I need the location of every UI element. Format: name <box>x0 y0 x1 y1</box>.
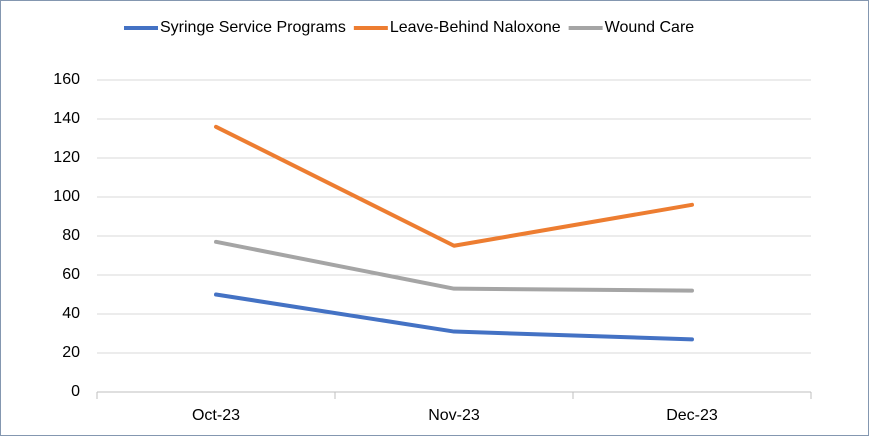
x-tick-label: Nov-23 <box>428 407 480 424</box>
y-tick-label: 100 <box>53 188 80 205</box>
y-tick-label: 40 <box>62 305 80 322</box>
y-tick-label: 140 <box>53 110 80 127</box>
y-tick-label: 20 <box>62 344 80 361</box>
x-tick-label: Oct-23 <box>192 407 240 424</box>
series-line <box>214 292 694 342</box>
y-tick-label: 120 <box>53 149 80 166</box>
series-line <box>214 239 694 293</box>
legend-label: Syringe Service Programs <box>160 19 346 36</box>
legend-label: Wound Care <box>605 19 695 36</box>
y-tick-label: 60 <box>62 266 80 283</box>
x-tick-label: Dec-23 <box>666 407 718 424</box>
y-tick-label: 160 <box>53 71 80 88</box>
y-tick-label: 0 <box>71 383 80 400</box>
legend-label: Leave-Behind Naloxone <box>390 19 561 36</box>
series-line <box>214 124 694 248</box>
y-tick-label: 80 <box>62 227 80 244</box>
